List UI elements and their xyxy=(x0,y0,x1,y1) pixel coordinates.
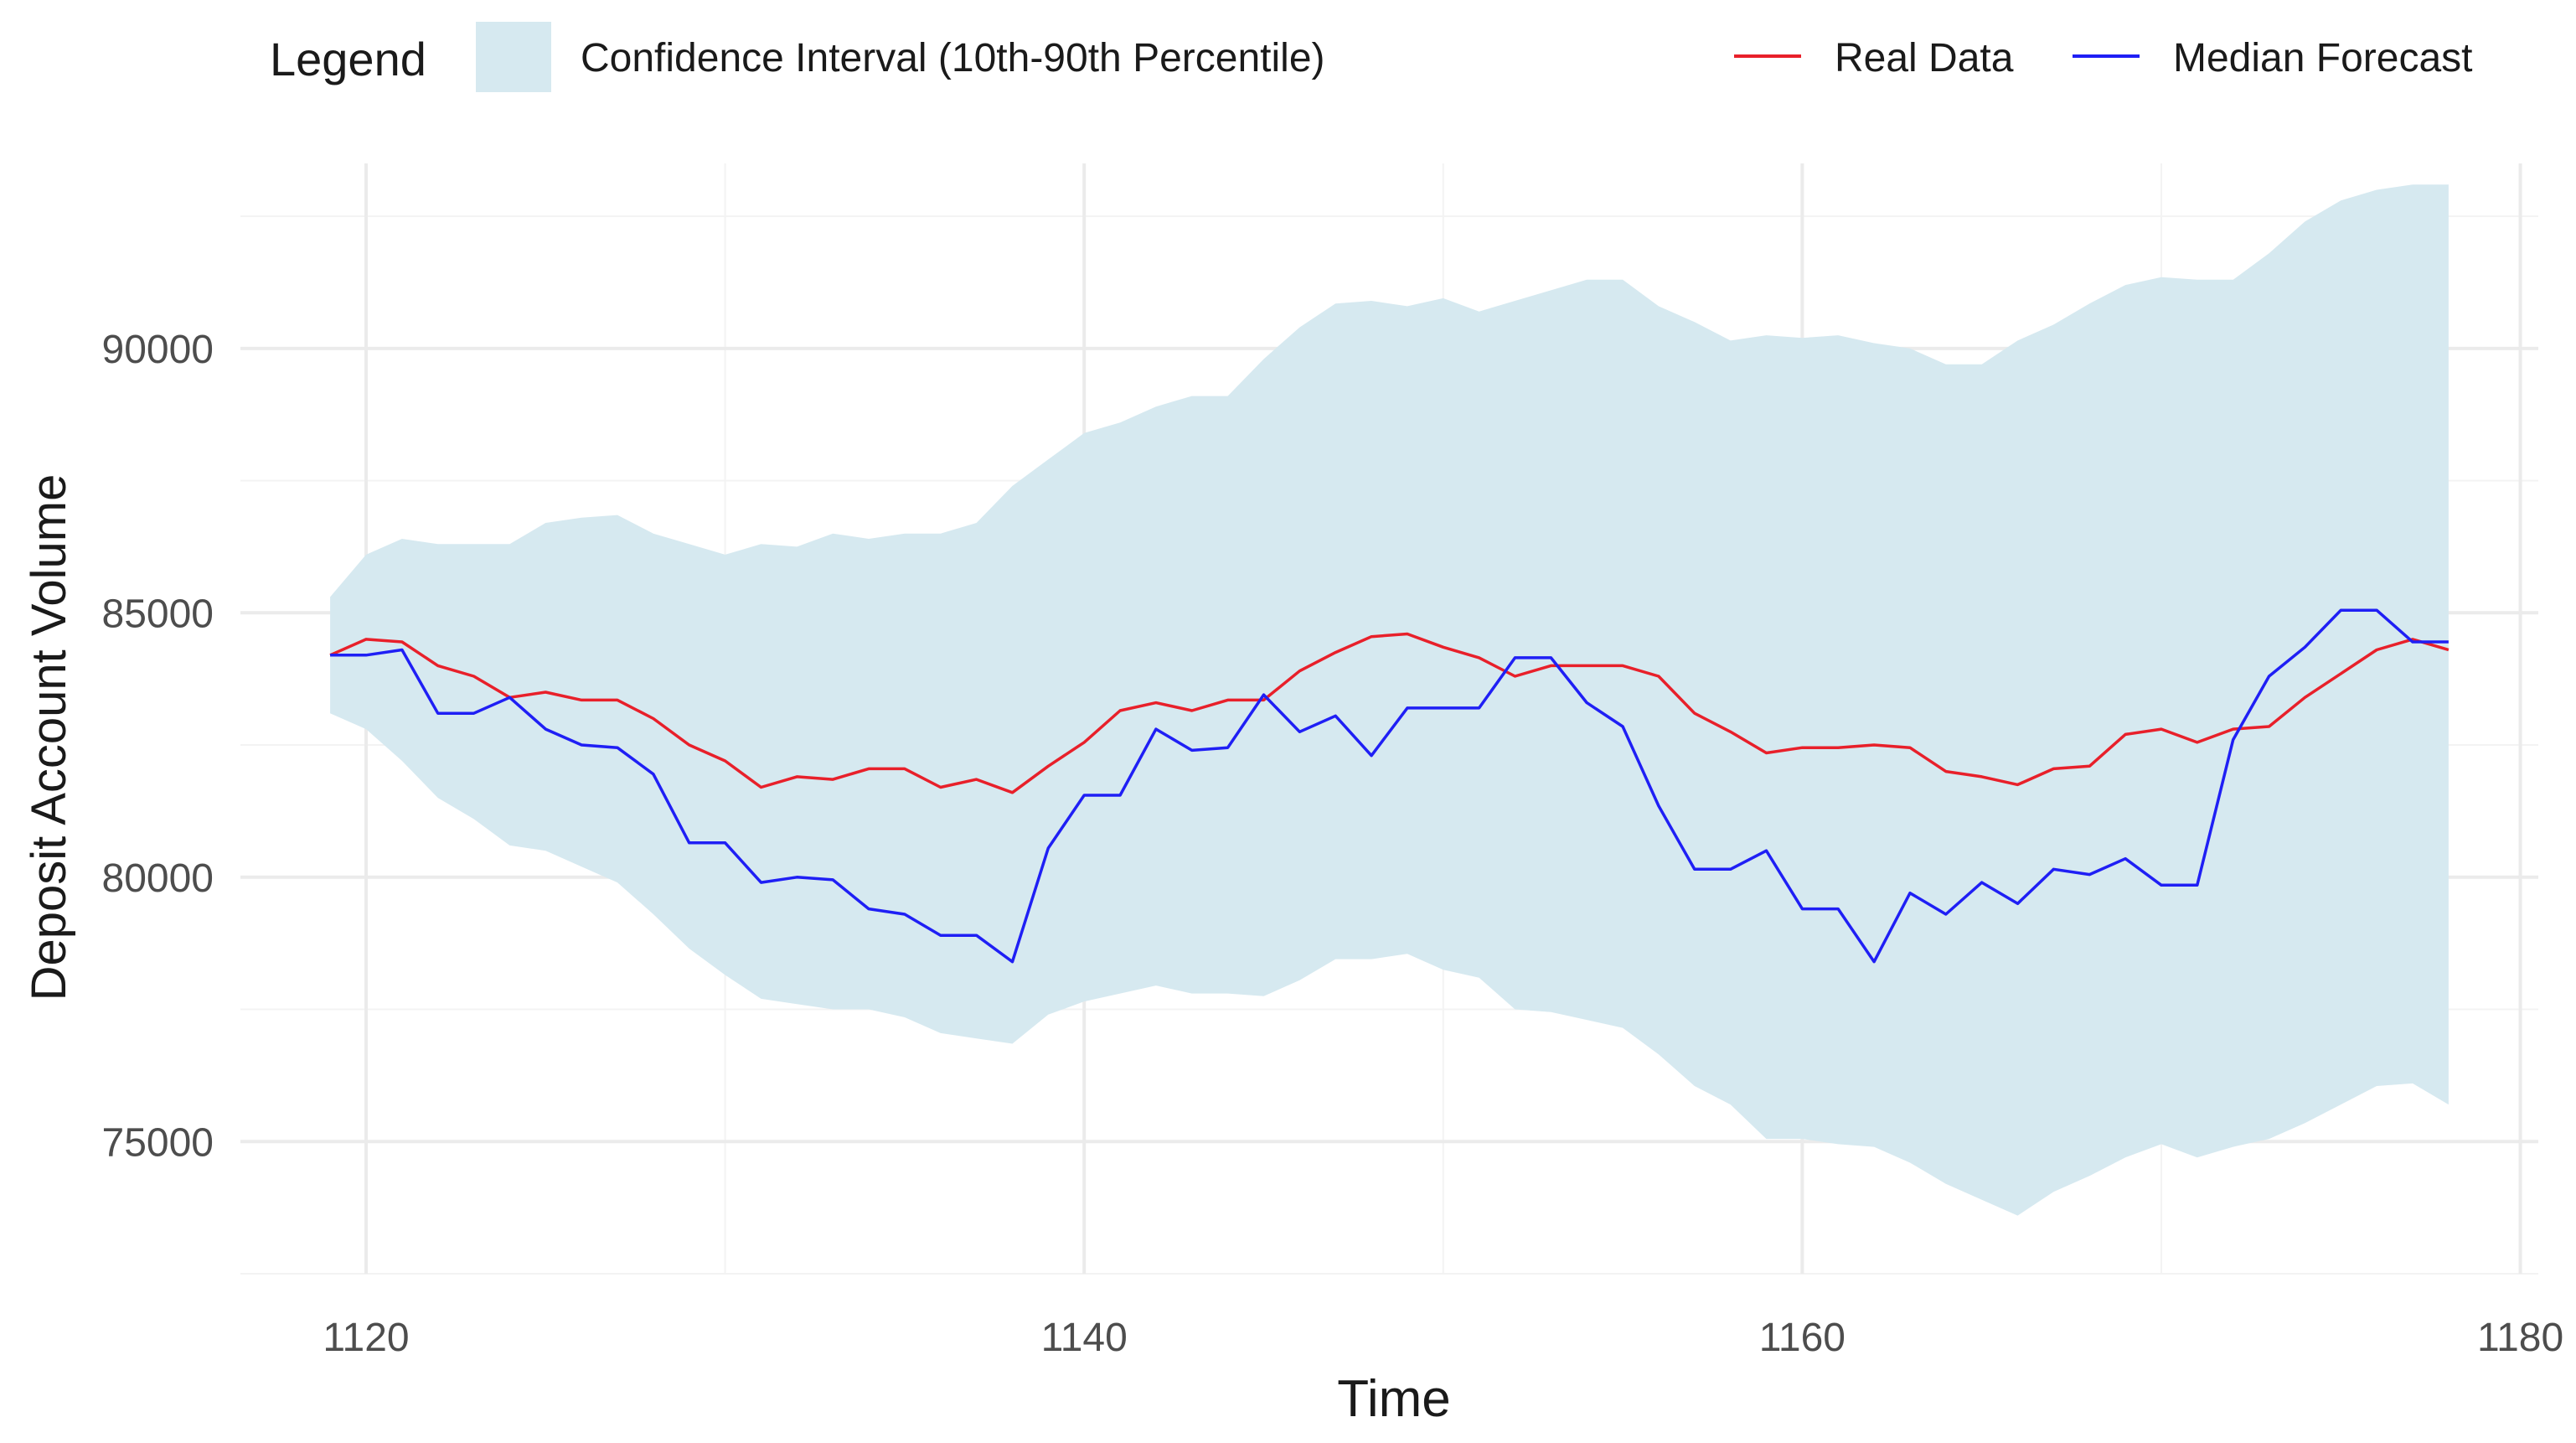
y-tick-label: 90000 xyxy=(102,328,214,372)
y-tick-label: 75000 xyxy=(102,1120,214,1165)
legend-ribbon-label: Confidence Interval (10th-90th Percentil… xyxy=(581,36,1325,80)
y-axis-title: Deposit Account Volume xyxy=(22,474,76,1001)
confidence-interval-ribbon xyxy=(330,184,2449,1216)
legend-title: Legend xyxy=(270,33,426,85)
x-tick-label: 1140 xyxy=(1041,1316,1128,1360)
legend-real-label: Real Data xyxy=(1835,36,2014,80)
x-tick-label: 1120 xyxy=(323,1316,409,1360)
x-tick-label: 1180 xyxy=(2477,1316,2563,1360)
legend-median-label: Median Forecast xyxy=(2173,36,2473,80)
x-tick-label: 1160 xyxy=(1759,1316,1846,1360)
y-tick-label: 85000 xyxy=(102,592,214,636)
x-axis-title: Time xyxy=(1337,1370,1450,1428)
legend-ribbon-swatch xyxy=(476,22,551,92)
legend: Legend Confidence Interval (10th-90th Pe… xyxy=(270,22,2473,92)
axis-ticks: 1120 1140 1160 1180 75000 80000 85000 90000 xyxy=(102,328,2564,1360)
real-data-line xyxy=(329,632,2450,794)
median-forecast-line xyxy=(330,608,2449,964)
y-tick-label: 80000 xyxy=(102,856,214,901)
